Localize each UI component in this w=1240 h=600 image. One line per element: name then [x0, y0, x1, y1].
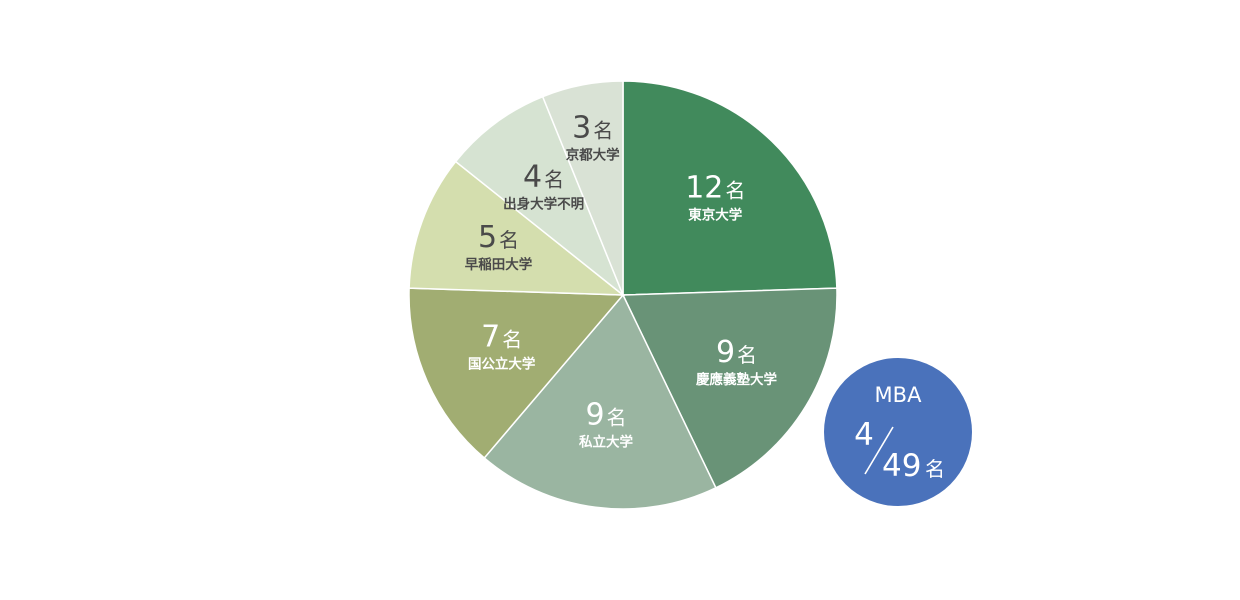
slice-category-label: 私立大学: [579, 434, 633, 451]
slice-category-label: 慶應義塾大学: [696, 371, 777, 388]
pie-slice: [621, 287, 838, 489]
mba-badge-label: MBA: [875, 383, 923, 407]
pie-slices: [408, 80, 838, 510]
mba-badge-unit: 名: [925, 457, 945, 481]
pie-slice: [454, 95, 625, 298]
slice-category-label: 京都大学: [566, 147, 620, 164]
slice-value-label: 12 名: [685, 171, 745, 206]
mba-badge-divider: [864, 426, 894, 475]
pie-slice: [483, 293, 717, 510]
mba-badge-denominator: 49: [882, 448, 921, 484]
pie-slice: [408, 160, 626, 296]
slice-category-label: 早稲田大学: [465, 256, 533, 273]
pie-slice: [541, 80, 624, 296]
mba-badge-circle: [824, 358, 972, 506]
pie-slice: [408, 287, 625, 460]
mba-badge-numerator: 4: [854, 417, 874, 453]
mba-badge: MBA 4 49 名: [824, 358, 972, 506]
pie-slice: [622, 80, 838, 296]
slice-category-label: 東京大学: [688, 207, 742, 224]
slice-category-label: 出身大学不明: [503, 196, 584, 213]
slice-category-label: 国公立大学: [468, 356, 536, 373]
